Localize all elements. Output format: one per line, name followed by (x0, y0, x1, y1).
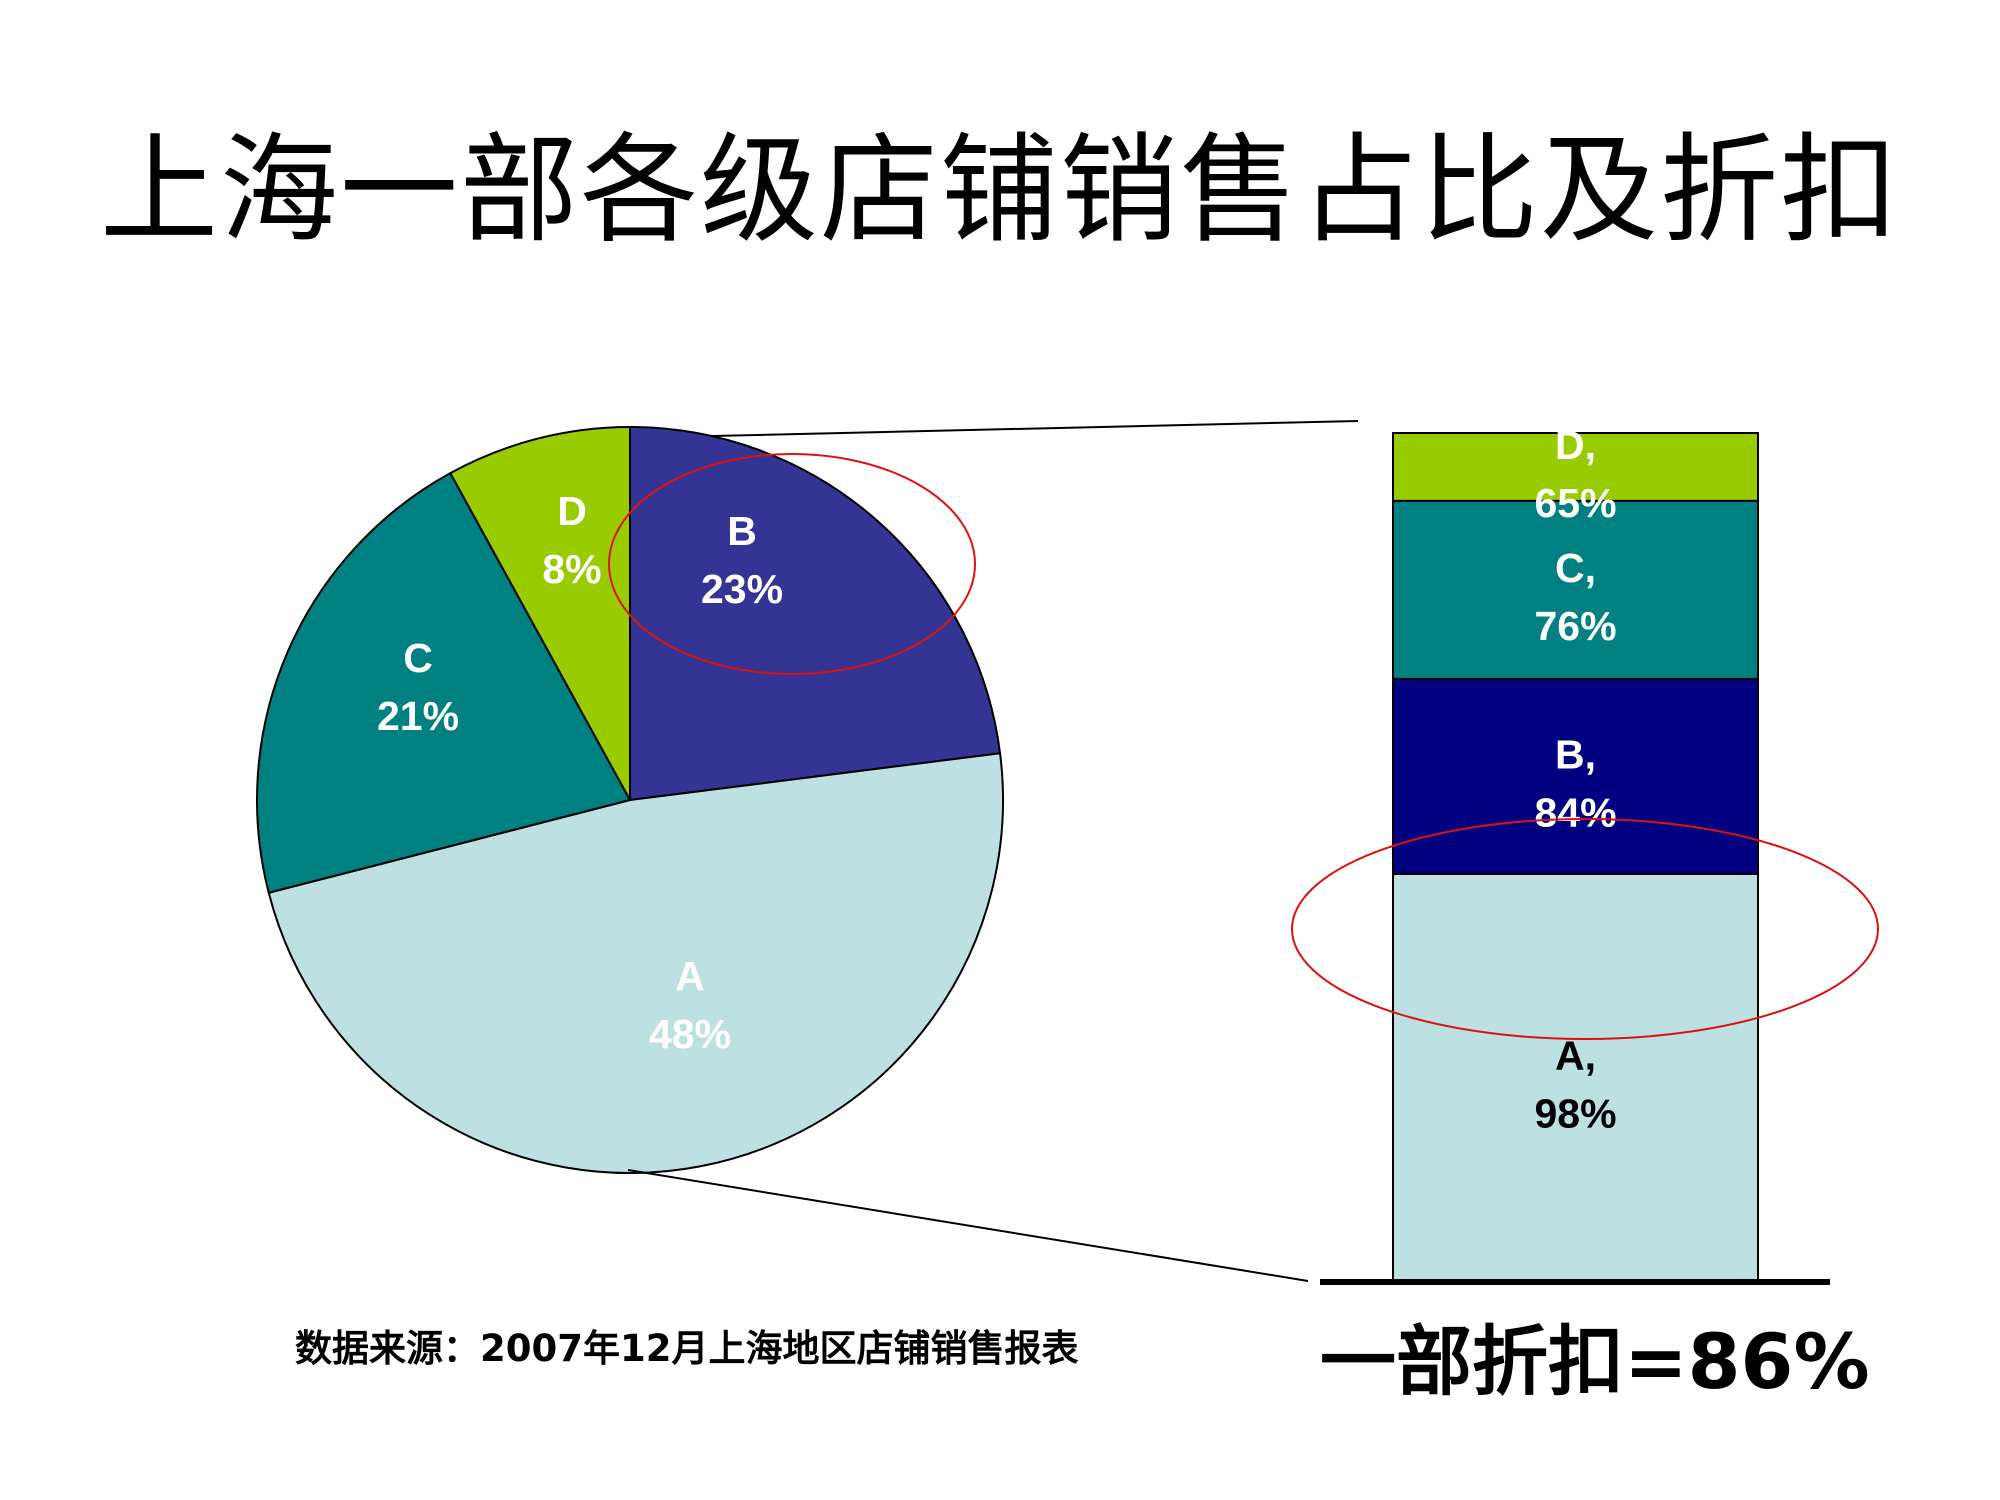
pie-slice-c (256, 471, 632, 894)
bar-segment-c (1392, 499, 1759, 680)
pie-label-d: D (557, 488, 587, 534)
pie-slice-a (267, 752, 1005, 1174)
bar-label-c: C, (1555, 545, 1596, 591)
highlight-ellipses (608, 453, 1879, 1040)
pie-label-b: B (727, 508, 757, 554)
bar-label-a: A, (1555, 1032, 1596, 1078)
pie-slice-b (629, 425, 1002, 802)
source-note: 数据来源：2007年12月上海地区店铺销售报表 (295, 1327, 1079, 1370)
bar-segment-d (1392, 432, 1759, 502)
pie-pct-a: 48% (649, 1011, 731, 1057)
bar-segment-b (1392, 677, 1759, 875)
bar-pct-c: 76% (1534, 603, 1616, 649)
pie-chart: B 23% A 48% C 21% D 8% (256, 425, 1005, 1174)
pie-label-c: C (403, 635, 433, 681)
bar-label-d: D, (1555, 422, 1596, 468)
pie-slice-d (448, 425, 631, 801)
slide-title: 上海一部各级店铺销售占比及折扣 (99, 121, 1900, 259)
pie-pct-c: 21% (377, 693, 459, 739)
connector-line-bottom (627, 1169, 1309, 1282)
stacked-bar-chart: A, 98% B, 84% C, 76% D, 65% (1320, 422, 1830, 1285)
connector-line-top (711, 420, 1359, 437)
pie-pct-d: 8% (542, 546, 601, 592)
total-discount-label: 一部折扣=86% (1320, 1317, 1870, 1406)
highlight-ellipse-pie-b (608, 453, 976, 675)
bar-pct-b: 84% (1534, 789, 1616, 835)
bar-pct-d: 65% (1534, 480, 1616, 526)
connector-lines (627, 420, 1359, 1282)
highlight-ellipse-bar-b (1291, 818, 1879, 1040)
pie-label-a: A (675, 953, 705, 999)
bar-pct-a: 98% (1534, 1090, 1616, 1136)
bar-label-b: B, (1555, 731, 1596, 777)
bar-segment-a (1392, 872, 1759, 1283)
pie-pct-b: 23% (701, 566, 783, 612)
